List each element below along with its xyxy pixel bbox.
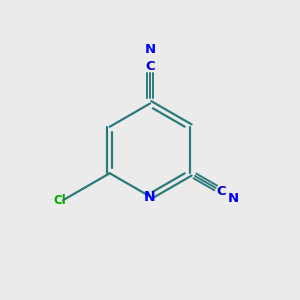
Text: N: N bbox=[144, 190, 156, 204]
Text: Cl: Cl bbox=[54, 194, 66, 207]
Text: C: C bbox=[145, 59, 155, 73]
Text: N: N bbox=[228, 192, 239, 205]
Text: C: C bbox=[217, 185, 226, 198]
Text: N: N bbox=[144, 43, 156, 56]
